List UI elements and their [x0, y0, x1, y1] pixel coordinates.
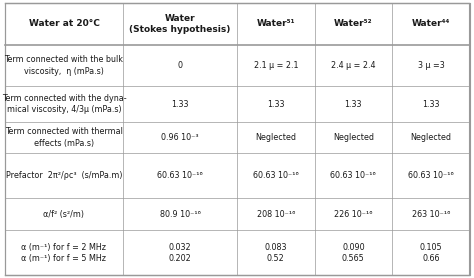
Text: 263 10⁻¹⁶: 263 10⁻¹⁶: [412, 210, 450, 219]
Text: 0.083
0.52: 0.083 0.52: [264, 243, 287, 263]
Text: 60.63 10⁻¹⁶: 60.63 10⁻¹⁶: [330, 171, 376, 180]
Text: 60.63 10⁻¹⁶: 60.63 10⁻¹⁶: [253, 171, 299, 180]
Text: Neglected: Neglected: [333, 133, 374, 142]
Text: 2.1 μ = 2.1: 2.1 μ = 2.1: [254, 61, 298, 70]
Text: Water⁵²: Water⁵²: [334, 19, 373, 28]
Text: Prefactor  2π²/ρc³  (s/mPa.m): Prefactor 2π²/ρc³ (s/mPa.m): [6, 171, 122, 180]
Text: 0.105
0.66: 0.105 0.66: [419, 243, 442, 263]
Text: 208 10⁻¹⁶: 208 10⁻¹⁶: [256, 210, 295, 219]
Text: Neglected: Neglected: [410, 133, 451, 142]
Text: 2.4 μ = 2.4: 2.4 μ = 2.4: [331, 61, 375, 70]
Text: 0.090
0.565: 0.090 0.565: [342, 243, 365, 263]
Text: 1.33: 1.33: [345, 100, 362, 109]
Text: Term connected with the dyna-
mical viscosity, 4/3μ (mPa.s): Term connected with the dyna- mical visc…: [1, 94, 126, 114]
Text: 3 μ =3: 3 μ =3: [418, 61, 444, 70]
Text: Water at 20°C: Water at 20°C: [28, 19, 100, 28]
Text: 226 10⁻¹⁶: 226 10⁻¹⁶: [334, 210, 373, 219]
Text: Water⁴⁴: Water⁴⁴: [412, 19, 450, 28]
Text: 1.33: 1.33: [422, 100, 440, 109]
Text: 60.63 10⁻¹⁶: 60.63 10⁻¹⁶: [157, 171, 203, 180]
Text: 0.032
0.202: 0.032 0.202: [169, 243, 191, 263]
Text: 0: 0: [178, 61, 182, 70]
Text: Term connected with thermal
effects (mPa.s): Term connected with thermal effects (mPa…: [5, 127, 123, 148]
Text: 1.33: 1.33: [267, 100, 284, 109]
Text: Water
(Stokes hypothesis): Water (Stokes hypothesis): [129, 14, 231, 34]
Text: 80.9 10⁻¹⁶: 80.9 10⁻¹⁶: [160, 210, 201, 219]
Text: 0.96 10⁻³: 0.96 10⁻³: [161, 133, 199, 142]
Text: α/f² (s²/m): α/f² (s²/m): [44, 210, 84, 219]
Text: Term connected with the bulk
viscosity,  η (mPa.s): Term connected with the bulk viscosity, …: [4, 55, 123, 76]
Text: 1.33: 1.33: [171, 100, 189, 109]
Text: 60.63 10⁻¹⁶: 60.63 10⁻¹⁶: [408, 171, 454, 180]
Text: α (m⁻¹) for f = 2 MHz
α (m⁻¹) for f = 5 MHz: α (m⁻¹) for f = 2 MHz α (m⁻¹) for f = 5 …: [21, 243, 107, 263]
Text: Neglected: Neglected: [255, 133, 296, 142]
Text: Water⁵¹: Water⁵¹: [256, 19, 295, 28]
